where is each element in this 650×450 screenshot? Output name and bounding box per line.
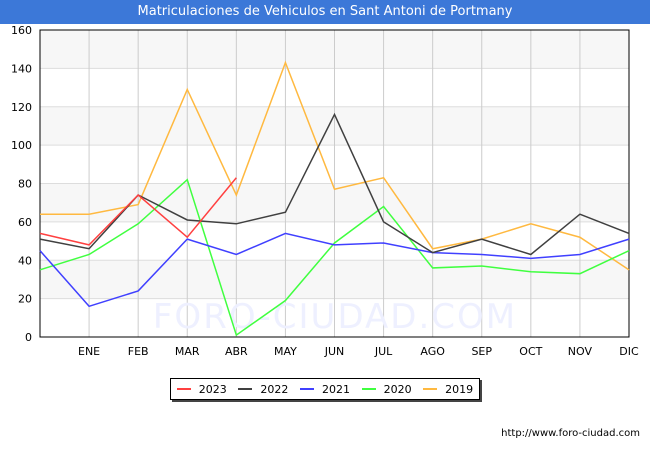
x-tick-label: OCT <box>519 345 542 358</box>
x-tick-label: MAR <box>175 345 200 358</box>
legend-item-2022: 2022 <box>238 383 288 396</box>
series-line-2019 <box>40 60 630 271</box>
legend-label: 2020 <box>383 382 412 396</box>
chart-legend: 2023 2022 2021 2020 2019 <box>170 378 480 400</box>
series-line-2023 <box>39 177 237 246</box>
legend-swatch <box>299 388 314 390</box>
y-tick-label: 20 <box>18 293 32 306</box>
legend-item-2019: 2019 <box>423 383 473 396</box>
x-tick-label: ABR <box>225 345 248 358</box>
legend-label: 2022 <box>260 382 289 396</box>
y-tick-label: 0 <box>25 331 32 344</box>
legend-swatch <box>361 388 376 390</box>
y-tick-label: 80 <box>18 178 32 191</box>
legend-item-2023: 2023 <box>176 382 227 396</box>
watermark: FORO-CIUDAD.COM <box>153 297 517 337</box>
series-line-2021 <box>39 232 630 308</box>
legend-swatch <box>176 388 191 390</box>
x-tick-label: AGO <box>420 345 445 358</box>
legend-swatch <box>238 388 253 390</box>
x-tick-label: MAY <box>274 345 297 358</box>
x-tick-label: ENE <box>78 345 100 358</box>
chart-title: Matriculaciones de Vehiculos en Sant Ant… <box>0 0 650 24</box>
x-tick-label: JUL <box>374 345 393 358</box>
y-tick-label: 140 <box>11 62 32 75</box>
legend-label: 2021 <box>321 382 350 396</box>
plot-border <box>39 29 630 338</box>
x-tick-label: SEP <box>471 345 492 358</box>
y-tick-label: 160 <box>11 24 32 37</box>
series-line-2020 <box>39 178 630 337</box>
legend-item-2021: 2021 <box>299 382 350 396</box>
y-tick-label: 100 <box>11 139 32 152</box>
x-tick-label: JUN <box>324 345 345 358</box>
legend-label: 2019 <box>445 382 474 396</box>
legend-swatch <box>423 388 438 390</box>
x-tick-label: FEB <box>128 345 149 358</box>
y-tick-label: 60 <box>18 216 32 229</box>
y-tick-label: 120 <box>11 101 32 114</box>
legend-item-2020: 2020 <box>361 382 412 396</box>
x-tick-label: DIC <box>619 345 639 358</box>
y-tick-label: 40 <box>18 254 32 267</box>
x-tick-label: NOV <box>568 345 593 358</box>
source-url: http://www.foro-ciudad.com <box>501 428 640 439</box>
legend-label: 2023 <box>198 382 227 396</box>
